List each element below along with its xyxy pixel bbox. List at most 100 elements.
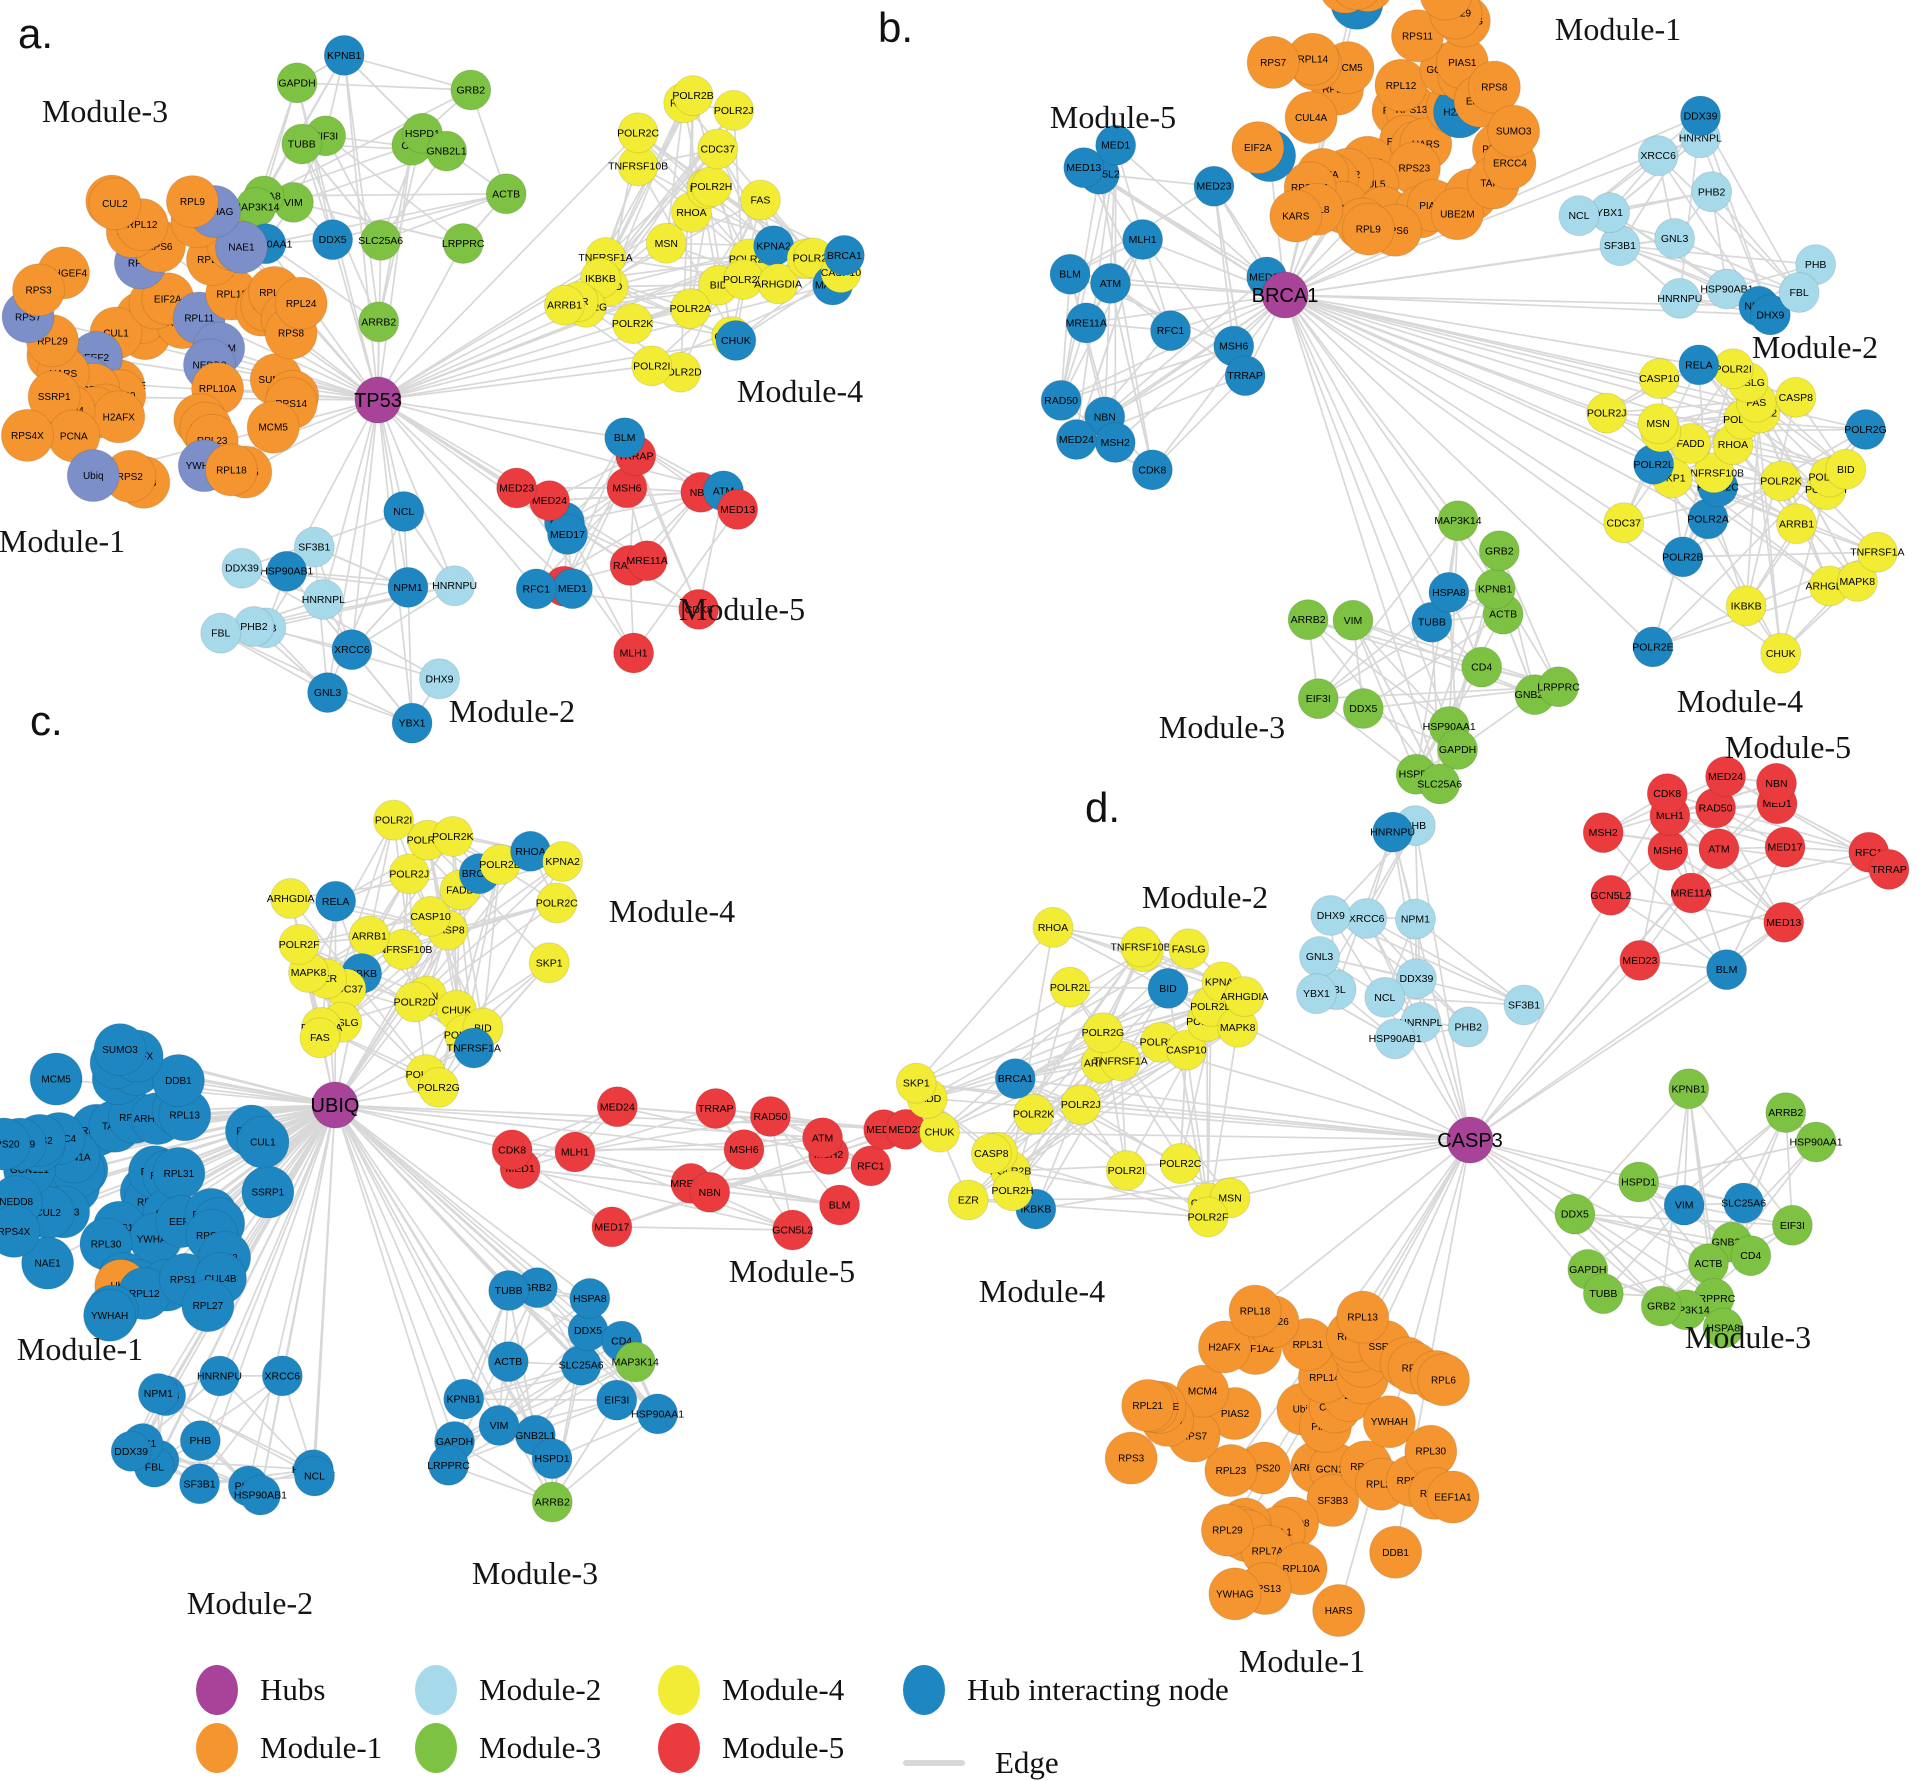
node-label: POLR2C	[617, 127, 659, 139]
node-label: FASLG	[1172, 943, 1206, 955]
module-label-a: Module-5	[679, 591, 805, 627]
node-label: POLR2I	[375, 815, 412, 827]
node-label: GAPDH	[278, 77, 315, 89]
node-label: NBN	[1094, 411, 1116, 423]
edge	[1620, 246, 1816, 265]
module-label-b: Module-2	[1752, 329, 1878, 365]
node-label: MED13	[1766, 917, 1801, 929]
panel-letter-a: a.	[18, 10, 53, 57]
node-label: POLR2G	[417, 1082, 460, 1094]
node-label: MAPK8	[1220, 1022, 1256, 1034]
node-label: GAPDH	[1439, 744, 1476, 756]
hub-edge	[1470, 960, 1640, 1140]
node-label: DHX9	[1756, 309, 1784, 321]
node-label: SKP1	[903, 1078, 930, 1090]
node-label: NPM1	[1401, 914, 1430, 926]
node-label: RPL10A	[1282, 1564, 1320, 1575]
module-label-d: Module-2	[1142, 879, 1268, 915]
node-label: ARHGDIA	[1220, 991, 1268, 1003]
node-label: CASP8	[974, 1148, 1009, 1160]
node-label: BLM	[829, 1200, 851, 1212]
node-label: HSP90AB1	[260, 566, 313, 578]
node-label: UBE2M	[1440, 209, 1474, 220]
node-label: KPNA2	[756, 240, 791, 252]
node-label: HSPA8	[573, 1293, 607, 1305]
hub-label: TP53	[354, 390, 402, 412]
node-label: H2AFX	[103, 412, 136, 423]
node-label: RPS20	[0, 1140, 20, 1151]
node-label: RPS4X	[0, 1227, 31, 1238]
node-label: RPL31	[1293, 1340, 1324, 1351]
node-label: HNRNPU	[197, 1370, 242, 1382]
node-label: RPL24	[286, 299, 317, 310]
node-label: MED23	[499, 482, 534, 494]
node-label: MSN	[1646, 418, 1669, 430]
node-label: KPNB1	[1672, 1083, 1707, 1095]
node-label: HSP90AA1	[631, 1408, 684, 1420]
node-label: CUL4A	[1295, 113, 1328, 124]
hub-edge	[378, 145, 412, 400]
node-label: RPS2	[117, 472, 144, 483]
node-label: FBL	[211, 628, 230, 640]
hub-label: CASP3	[1437, 1130, 1503, 1152]
node-label: SSRP1	[251, 1188, 284, 1199]
node-label: ATM	[1100, 278, 1121, 290]
node-label: POLR2F	[279, 939, 320, 951]
node-label: POLR2E	[1632, 641, 1673, 653]
node-label: NAE1	[228, 243, 255, 254]
node-label: CHUK	[925, 1127, 955, 1139]
node-label: HSP90AB1	[234, 1490, 287, 1502]
node-label: RPL29	[1212, 1526, 1243, 1537]
hub-edge	[323, 400, 378, 599]
node-label: RPL14	[1298, 55, 1329, 66]
node-label: RPL30	[91, 1239, 122, 1250]
node-label: HNRNPU	[1370, 827, 1415, 839]
node-label: CDC37	[1607, 517, 1642, 529]
node-label: RPL31	[164, 1169, 195, 1180]
node-label: DDX5	[1349, 703, 1377, 715]
node-label: TUBB	[288, 139, 316, 151]
node-label: HSP90AB1	[1369, 1033, 1422, 1045]
node-label: ARRB1	[547, 300, 582, 312]
node-label: POLR2I	[1714, 363, 1751, 375]
module-label-b: Module-5	[1050, 99, 1176, 135]
hub-edge	[378, 366, 652, 400]
node-label: SF3B1	[298, 542, 330, 554]
node-label: DDX5	[1561, 1209, 1589, 1221]
node-label: MAPK8	[1840, 576, 1876, 588]
node-label: YBX1	[1596, 207, 1623, 219]
node-label: POLR2K	[612, 318, 653, 330]
node-label: MCM4	[1188, 1387, 1218, 1398]
node-label: Ubiq	[83, 471, 104, 482]
node-label: EIF3I	[604, 1395, 629, 1407]
node-label: H2AFX	[1208, 1342, 1241, 1353]
node-label: PHB2	[1455, 1022, 1483, 1034]
module-label-c: Module-5	[729, 1253, 855, 1289]
node-label: YWHAH	[1371, 1417, 1408, 1428]
node-label: RPS4X	[11, 431, 44, 442]
hub-edge	[335, 1105, 575, 1152]
module-label-a: Module-1	[0, 523, 125, 559]
node-label: CASP8	[1779, 392, 1814, 404]
node-label: BLM	[1059, 269, 1081, 281]
node-label: MLH1	[561, 1147, 589, 1159]
node-label: POLR2C	[536, 898, 578, 910]
node-label: PHB	[1805, 259, 1827, 271]
edge	[297, 83, 471, 90]
node-label: GNB2L1	[426, 146, 466, 158]
node-label: XRCC6	[1640, 150, 1676, 162]
node-label: RAD50	[1044, 395, 1078, 407]
node-label: BID	[1837, 464, 1855, 476]
node-label: ARRB2	[1768, 1107, 1803, 1119]
node-label: RHOA	[1038, 922, 1068, 934]
node-label: BLM	[614, 432, 636, 444]
node-label: RPS7	[1260, 58, 1287, 69]
node-label: CASP10	[1166, 1045, 1206, 1057]
node-label: CDK8	[498, 1144, 526, 1156]
node-label: MRE11A	[1671, 887, 1712, 899]
node-label: MED24	[600, 1101, 635, 1113]
node-label: XRCC6	[334, 644, 370, 656]
node-label: ARHGDIA	[267, 893, 315, 905]
node-label: MED23	[1622, 955, 1657, 967]
node-label: VIM	[490, 1420, 509, 1432]
